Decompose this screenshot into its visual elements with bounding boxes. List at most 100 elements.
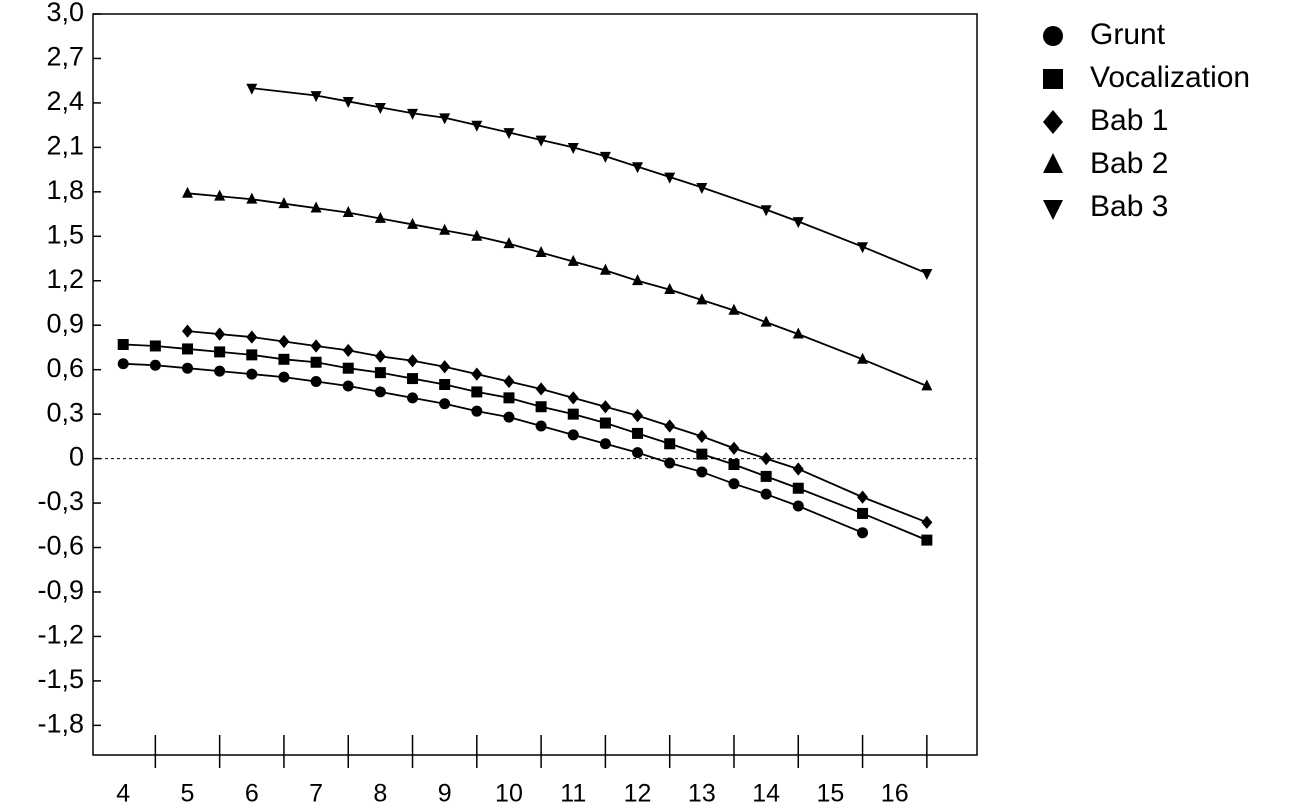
data-point [760,452,772,466]
data-point [407,392,419,404]
data-point [439,379,451,390]
data-point [149,340,161,352]
x-tick-label: 11 [560,780,586,808]
data-point [374,386,386,398]
data-point [857,352,869,364]
data-point [535,401,547,413]
y-tick-label: 2,1 [46,131,84,161]
data-point [921,515,933,529]
data-point [567,254,579,266]
data-point [728,303,740,315]
data-point [246,349,258,361]
x-tick-label: 10 [495,780,523,808]
data-point [503,392,515,404]
data-point [921,268,933,280]
data-point [182,343,194,355]
data-point [760,470,772,482]
data-point [374,102,386,114]
data-point [214,327,226,341]
legend-label: Grunt [1090,18,1166,51]
data-point [664,438,676,450]
data-point [760,488,772,500]
data-point [182,186,194,198]
data-point [471,405,483,417]
x-tick-label: 13 [688,780,716,808]
data-point [374,349,386,363]
data-point [792,500,804,512]
data-point [857,527,869,539]
data-point [728,459,740,471]
data-point [664,283,676,295]
y-tick-label: -0,3 [37,486,84,516]
y-tick-label: 3,0 [46,0,84,27]
series-line [187,192,928,387]
data-point [342,380,354,392]
data-point [182,362,194,374]
data-point [439,223,451,235]
data-point [503,374,515,389]
data-point [342,97,354,109]
data-point [374,211,386,223]
data-point [632,162,644,174]
y-tick-label: -0,9 [37,575,84,605]
data-point [503,128,515,140]
x-tick-label: 6 [245,780,259,808]
legend-marker [1043,110,1063,134]
x-tick-label: 8 [373,780,387,808]
data-point [246,368,258,380]
data-point [310,201,322,213]
data-point [567,142,579,154]
y-tick-label: 2,7 [46,42,84,72]
y-tick-label: 0,3 [46,397,84,427]
data-point [310,91,322,103]
data-point [182,324,194,338]
data-point [310,339,322,353]
data-point [407,108,419,120]
legend-label: Vocalization [1090,61,1250,94]
data-point [632,274,644,286]
data-point [599,400,611,414]
series-line [123,362,863,534]
data-point [535,135,547,147]
data-point [921,379,933,391]
data-point [278,371,290,383]
legend-marker [1043,69,1063,89]
x-tick-label: 5 [181,780,195,808]
legend-marker [1043,200,1063,220]
data-point [246,192,258,204]
data-point [760,205,772,217]
data-point [792,462,804,476]
data-point [857,490,869,504]
data-point [214,189,226,201]
data-point [632,447,644,459]
data-point [310,376,322,388]
data-point [471,120,483,132]
x-tick-label: 16 [881,780,909,808]
data-point [310,356,322,368]
data-point [792,217,804,229]
data-point [857,242,869,254]
y-tick-label: 1,8 [46,175,84,205]
data-point [246,83,258,95]
data-point [342,343,354,358]
data-point [696,182,708,194]
y-tick-label: 0,6 [46,353,84,383]
data-point [664,419,676,433]
legend-marker [1043,153,1063,173]
data-point [599,438,611,450]
data-point [471,386,483,398]
data-point [246,330,258,344]
data-point [471,229,483,241]
series-line [251,87,928,275]
data-point [599,263,611,275]
x-tick-label: 15 [817,780,845,808]
data-point [567,391,579,405]
data-point [117,338,129,350]
data-point [696,293,708,305]
series-line [187,330,928,524]
data-point [535,246,547,258]
data-point [535,420,547,432]
legend-marker [1043,26,1063,46]
x-tick-label: 9 [438,780,452,808]
